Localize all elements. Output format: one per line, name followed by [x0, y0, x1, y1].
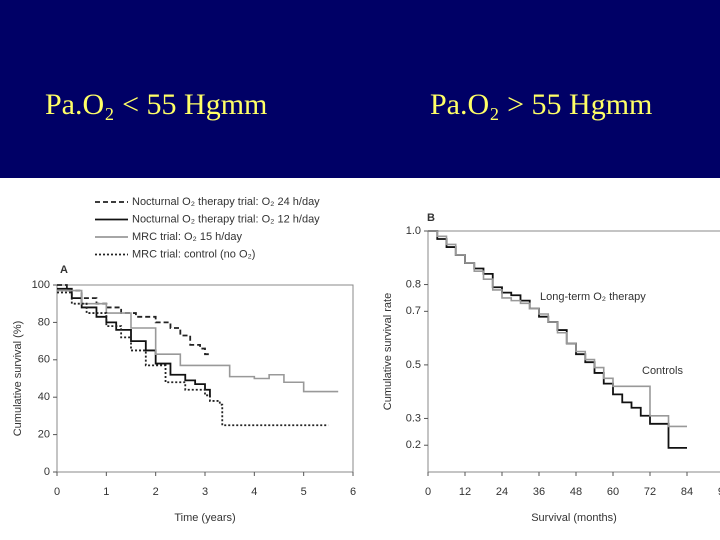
plot-frame [427, 230, 720, 473]
slide-title: Pa.O₂ < 55 Hgmm [45, 88, 267, 121]
panel-label: B [427, 212, 435, 224]
x-tick-label: 60 [607, 486, 619, 498]
survival-curve [57, 291, 329, 427]
y-tick-label: 0.3 [406, 412, 421, 424]
x-tick-label: 1 [103, 486, 109, 498]
y-axis-label: Cumulative survival rate [382, 293, 394, 410]
y-axis-label: Cumulative survival (%) [12, 321, 24, 437]
x-tick-label: 84 [681, 486, 693, 498]
slide-title: Pa.O₂ > 55 Hgmm [430, 88, 652, 121]
x-tick-label: 3 [202, 486, 208, 498]
x-tick-label: 2 [153, 486, 159, 498]
x-tick-label: 12 [459, 486, 471, 498]
y-tick-label: 0.2 [406, 439, 421, 451]
survival-curve [428, 230, 687, 428]
legend-label: MRC trial: O₂ 15 h/day [132, 231, 243, 243]
x-tick-label: 0 [54, 486, 60, 498]
x-tick-label: 4 [251, 486, 257, 498]
y-tick-label: 0.5 [406, 359, 421, 371]
x-tick-label: 24 [496, 486, 508, 498]
x-tick-label: 5 [301, 486, 307, 498]
x-axis-label: Survival (months) [531, 512, 617, 524]
title-band [0, 0, 720, 178]
y-tick-label: 20 [38, 429, 50, 441]
y-tick-label: 100 [32, 279, 50, 291]
x-tick-label: 36 [533, 486, 545, 498]
x-tick-label: 0 [425, 486, 431, 498]
x-tick-label: 96 [718, 486, 720, 498]
annotation: Controls [642, 365, 683, 377]
x-axis-label: Time (years) [174, 512, 235, 524]
panel-label: A [60, 264, 68, 276]
y-tick-label: 40 [38, 391, 50, 403]
y-tick-label: 0.7 [406, 305, 421, 317]
survival-curve [57, 287, 211, 398]
y-tick-label: 80 [38, 316, 50, 328]
y-tick-label: 60 [38, 354, 50, 366]
y-tick-label: 1.0 [406, 225, 421, 237]
survival-curve [57, 289, 339, 393]
x-tick-label: 6 [350, 486, 356, 498]
survival-curve [57, 284, 210, 356]
x-tick-label: 48 [570, 486, 582, 498]
y-tick-label: 0.8 [406, 278, 421, 290]
legend-label: Nocturnal O₂ therapy trial: O₂ 12 h/day [132, 213, 320, 225]
legend-label: Nocturnal O₂ therapy trial: O₂ 24 h/day [132, 196, 320, 208]
y-tick-label: 0 [44, 466, 50, 478]
x-tick-label: 72 [644, 486, 656, 498]
annotation: Long-term O₂ therapy [540, 291, 646, 303]
legend-label: MRC trial: control (no O₂) [132, 248, 255, 260]
